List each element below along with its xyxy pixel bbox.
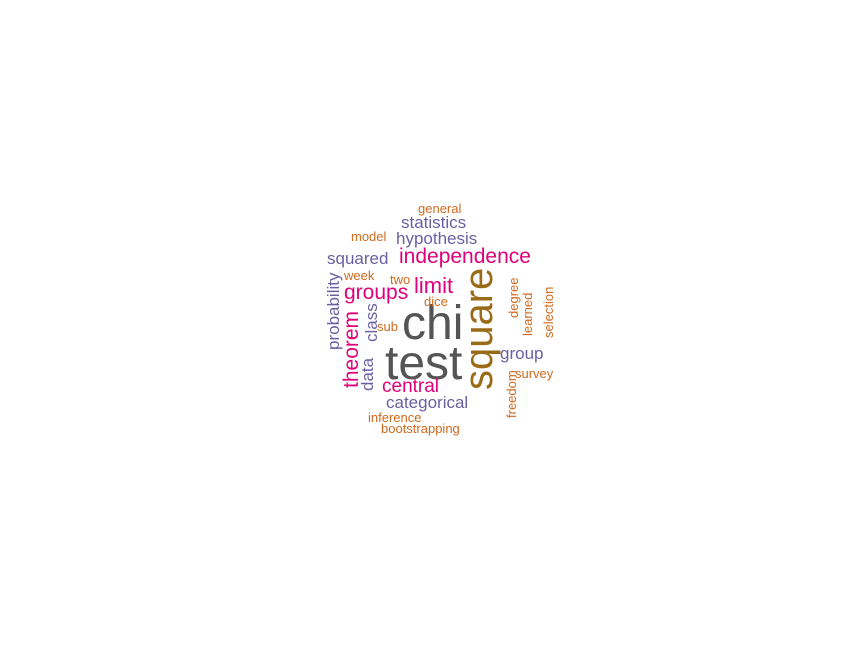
word-squared: squared (327, 249, 389, 268)
word-bootstrapping: bootstrapping (381, 421, 460, 436)
word-survey: survey (515, 366, 554, 381)
word-chi: chi (402, 297, 464, 350)
word-two: two (390, 272, 411, 287)
word-degree: degree (506, 277, 521, 318)
word-learned: learned (520, 292, 535, 336)
word-independence: independence (399, 245, 531, 268)
word-inference: inference (368, 410, 422, 425)
word-square: square (457, 267, 501, 390)
word-limit: limit (414, 273, 454, 298)
word-week: week (344, 268, 375, 283)
word-group: group (500, 344, 544, 363)
word-test: test (385, 337, 463, 390)
word-model: model (351, 229, 387, 244)
word-dice: dice (424, 294, 448, 309)
word-general: general (418, 201, 462, 216)
word-central: central (382, 376, 440, 397)
word-data: data (358, 357, 377, 391)
word-freedom: freedom (504, 370, 519, 418)
word-hypothesis: hypothesis (396, 229, 478, 248)
word-sub: sub (377, 319, 398, 334)
word-categorical: categorical (386, 393, 469, 412)
word-probability: probability (324, 272, 343, 351)
word-groups: groups (344, 281, 409, 304)
word-selection: selection (541, 286, 556, 338)
word-statistics: statistics (401, 213, 467, 232)
